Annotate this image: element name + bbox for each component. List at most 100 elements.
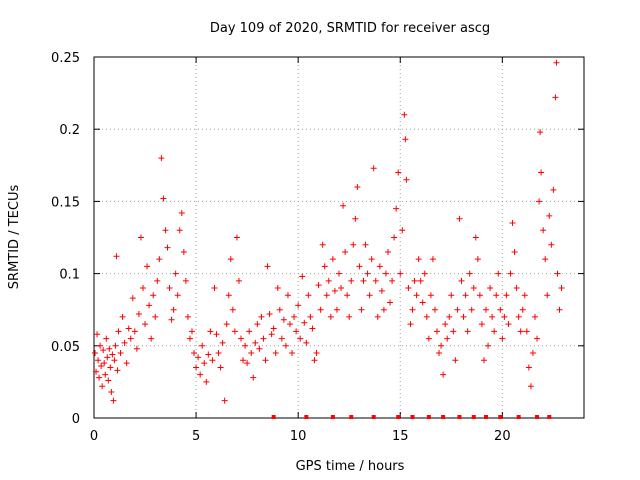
data-point <box>266 311 273 318</box>
data-point <box>219 339 226 346</box>
data-point <box>244 360 251 367</box>
data-point <box>148 335 155 342</box>
bottom-marker <box>271 415 276 419</box>
data-point <box>483 306 489 313</box>
data-point <box>98 363 105 370</box>
data-point <box>321 263 328 270</box>
data-point <box>544 292 551 299</box>
x-axis-label: GPS time / hours <box>296 459 405 474</box>
data-point <box>517 328 524 335</box>
data-point <box>360 277 367 284</box>
data-point <box>170 306 177 313</box>
data-point <box>417 277 424 284</box>
x-axis-ticks: 0 5 10 15 20 <box>90 57 511 444</box>
data-point <box>448 292 455 299</box>
data-point <box>229 306 236 313</box>
data-point <box>172 270 179 277</box>
data-point <box>246 328 253 335</box>
data-point <box>389 277 396 284</box>
data-point <box>154 277 161 284</box>
data-point <box>385 248 391 255</box>
data-point <box>113 253 120 260</box>
data-point <box>348 277 355 284</box>
data-point <box>150 292 157 299</box>
data-point <box>370 165 377 172</box>
data-point <box>307 313 314 320</box>
data-point <box>440 371 447 378</box>
data-point <box>203 378 210 385</box>
bottom-marker <box>349 415 354 419</box>
data-point <box>319 241 326 248</box>
data-point <box>197 371 204 378</box>
data-point <box>274 285 281 292</box>
data-point <box>97 342 104 349</box>
data-point <box>425 335 432 342</box>
data-point <box>554 270 561 277</box>
data-point <box>460 313 467 320</box>
data-point <box>470 285 477 292</box>
data-point <box>350 241 357 248</box>
bottom-marker <box>498 415 503 419</box>
data-point <box>289 350 296 357</box>
data-point <box>468 306 475 313</box>
data-point <box>133 345 140 352</box>
data-point <box>127 335 134 342</box>
data-point <box>413 292 420 299</box>
data-point <box>119 313 126 320</box>
data-point <box>402 136 409 143</box>
data-point <box>158 155 165 162</box>
data-point <box>270 325 277 332</box>
data-point <box>509 220 516 227</box>
data-point <box>553 59 560 66</box>
data-point <box>436 350 443 357</box>
data-point <box>313 350 320 357</box>
data-point <box>513 285 520 292</box>
data-point <box>92 350 99 357</box>
data-point <box>346 313 353 320</box>
data-point <box>93 368 100 375</box>
data-point <box>485 342 492 349</box>
data-point <box>193 364 200 371</box>
data-point <box>109 351 116 358</box>
data-point <box>293 328 300 335</box>
y-tick-label: 0.1 <box>59 268 80 283</box>
data-point <box>411 277 418 284</box>
data-point <box>421 270 428 277</box>
data-point <box>278 335 285 342</box>
data-point <box>256 345 263 352</box>
data-point <box>476 292 483 299</box>
data-point <box>242 342 249 349</box>
data-point <box>344 292 351 299</box>
data-point <box>333 306 340 313</box>
data-point <box>534 335 541 342</box>
data-point <box>331 287 338 294</box>
data-point <box>152 313 159 320</box>
data-point <box>103 335 110 342</box>
data-point <box>336 270 342 277</box>
data-point <box>250 374 257 381</box>
data-point <box>254 321 261 328</box>
data-point <box>478 321 485 328</box>
data-point <box>268 331 275 338</box>
data-point <box>238 335 244 342</box>
data-point <box>156 256 163 263</box>
data-point <box>525 364 532 371</box>
data-point <box>101 360 108 367</box>
data-point <box>111 357 118 364</box>
data-point <box>464 328 471 335</box>
data-point <box>209 357 216 364</box>
chart-title: Day 109 of 2020, SRMTID for receiver asc… <box>210 21 490 36</box>
data-point <box>240 357 247 364</box>
data-point <box>121 339 128 346</box>
data-point <box>280 316 287 323</box>
data-point <box>456 215 463 222</box>
data-point <box>184 313 191 320</box>
data-point <box>523 328 530 335</box>
data-point <box>515 313 522 320</box>
data-point <box>401 111 408 118</box>
y-tick-label: 0.2 <box>59 123 80 138</box>
bottom-marker <box>471 415 476 419</box>
data-point <box>499 335 506 342</box>
data-point <box>338 285 345 292</box>
